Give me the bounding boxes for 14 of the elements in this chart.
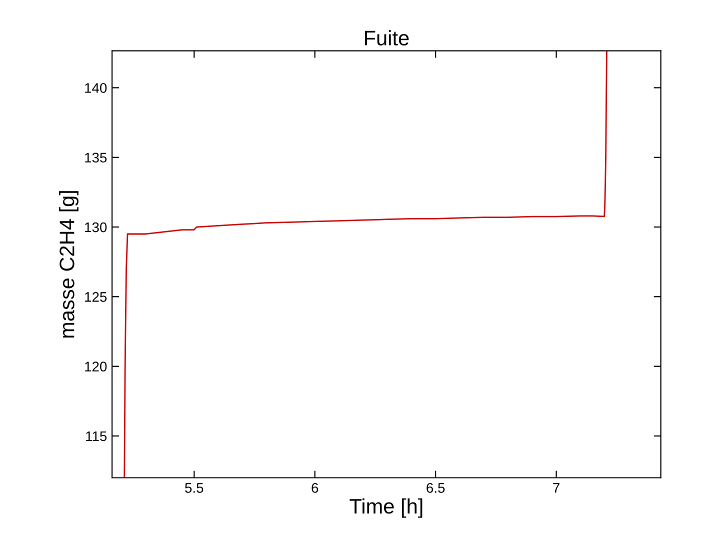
y-tick-label: 125: [85, 292, 107, 302]
x-tick-label: 5.5: [185, 483, 204, 493]
y-tick-label: 120: [85, 362, 107, 372]
x-tick-label: 7: [553, 483, 560, 493]
chart-title: Fuite: [364, 30, 409, 46]
x-tick-label: 6: [312, 482, 318, 493]
x-axis-title: Time [h]: [350, 498, 422, 518]
x-tick-label: 6.5: [426, 482, 445, 493]
y-tick-label: 130: [85, 222, 107, 232]
y-tick-label: 135: [85, 152, 107, 163]
y-axis-title: masse C2H4 [g]: [59, 191, 78, 338]
line-series: [124, 50, 608, 478]
y-tick-label: 115: [86, 431, 107, 442]
y-tick-label: 140: [85, 83, 107, 93]
